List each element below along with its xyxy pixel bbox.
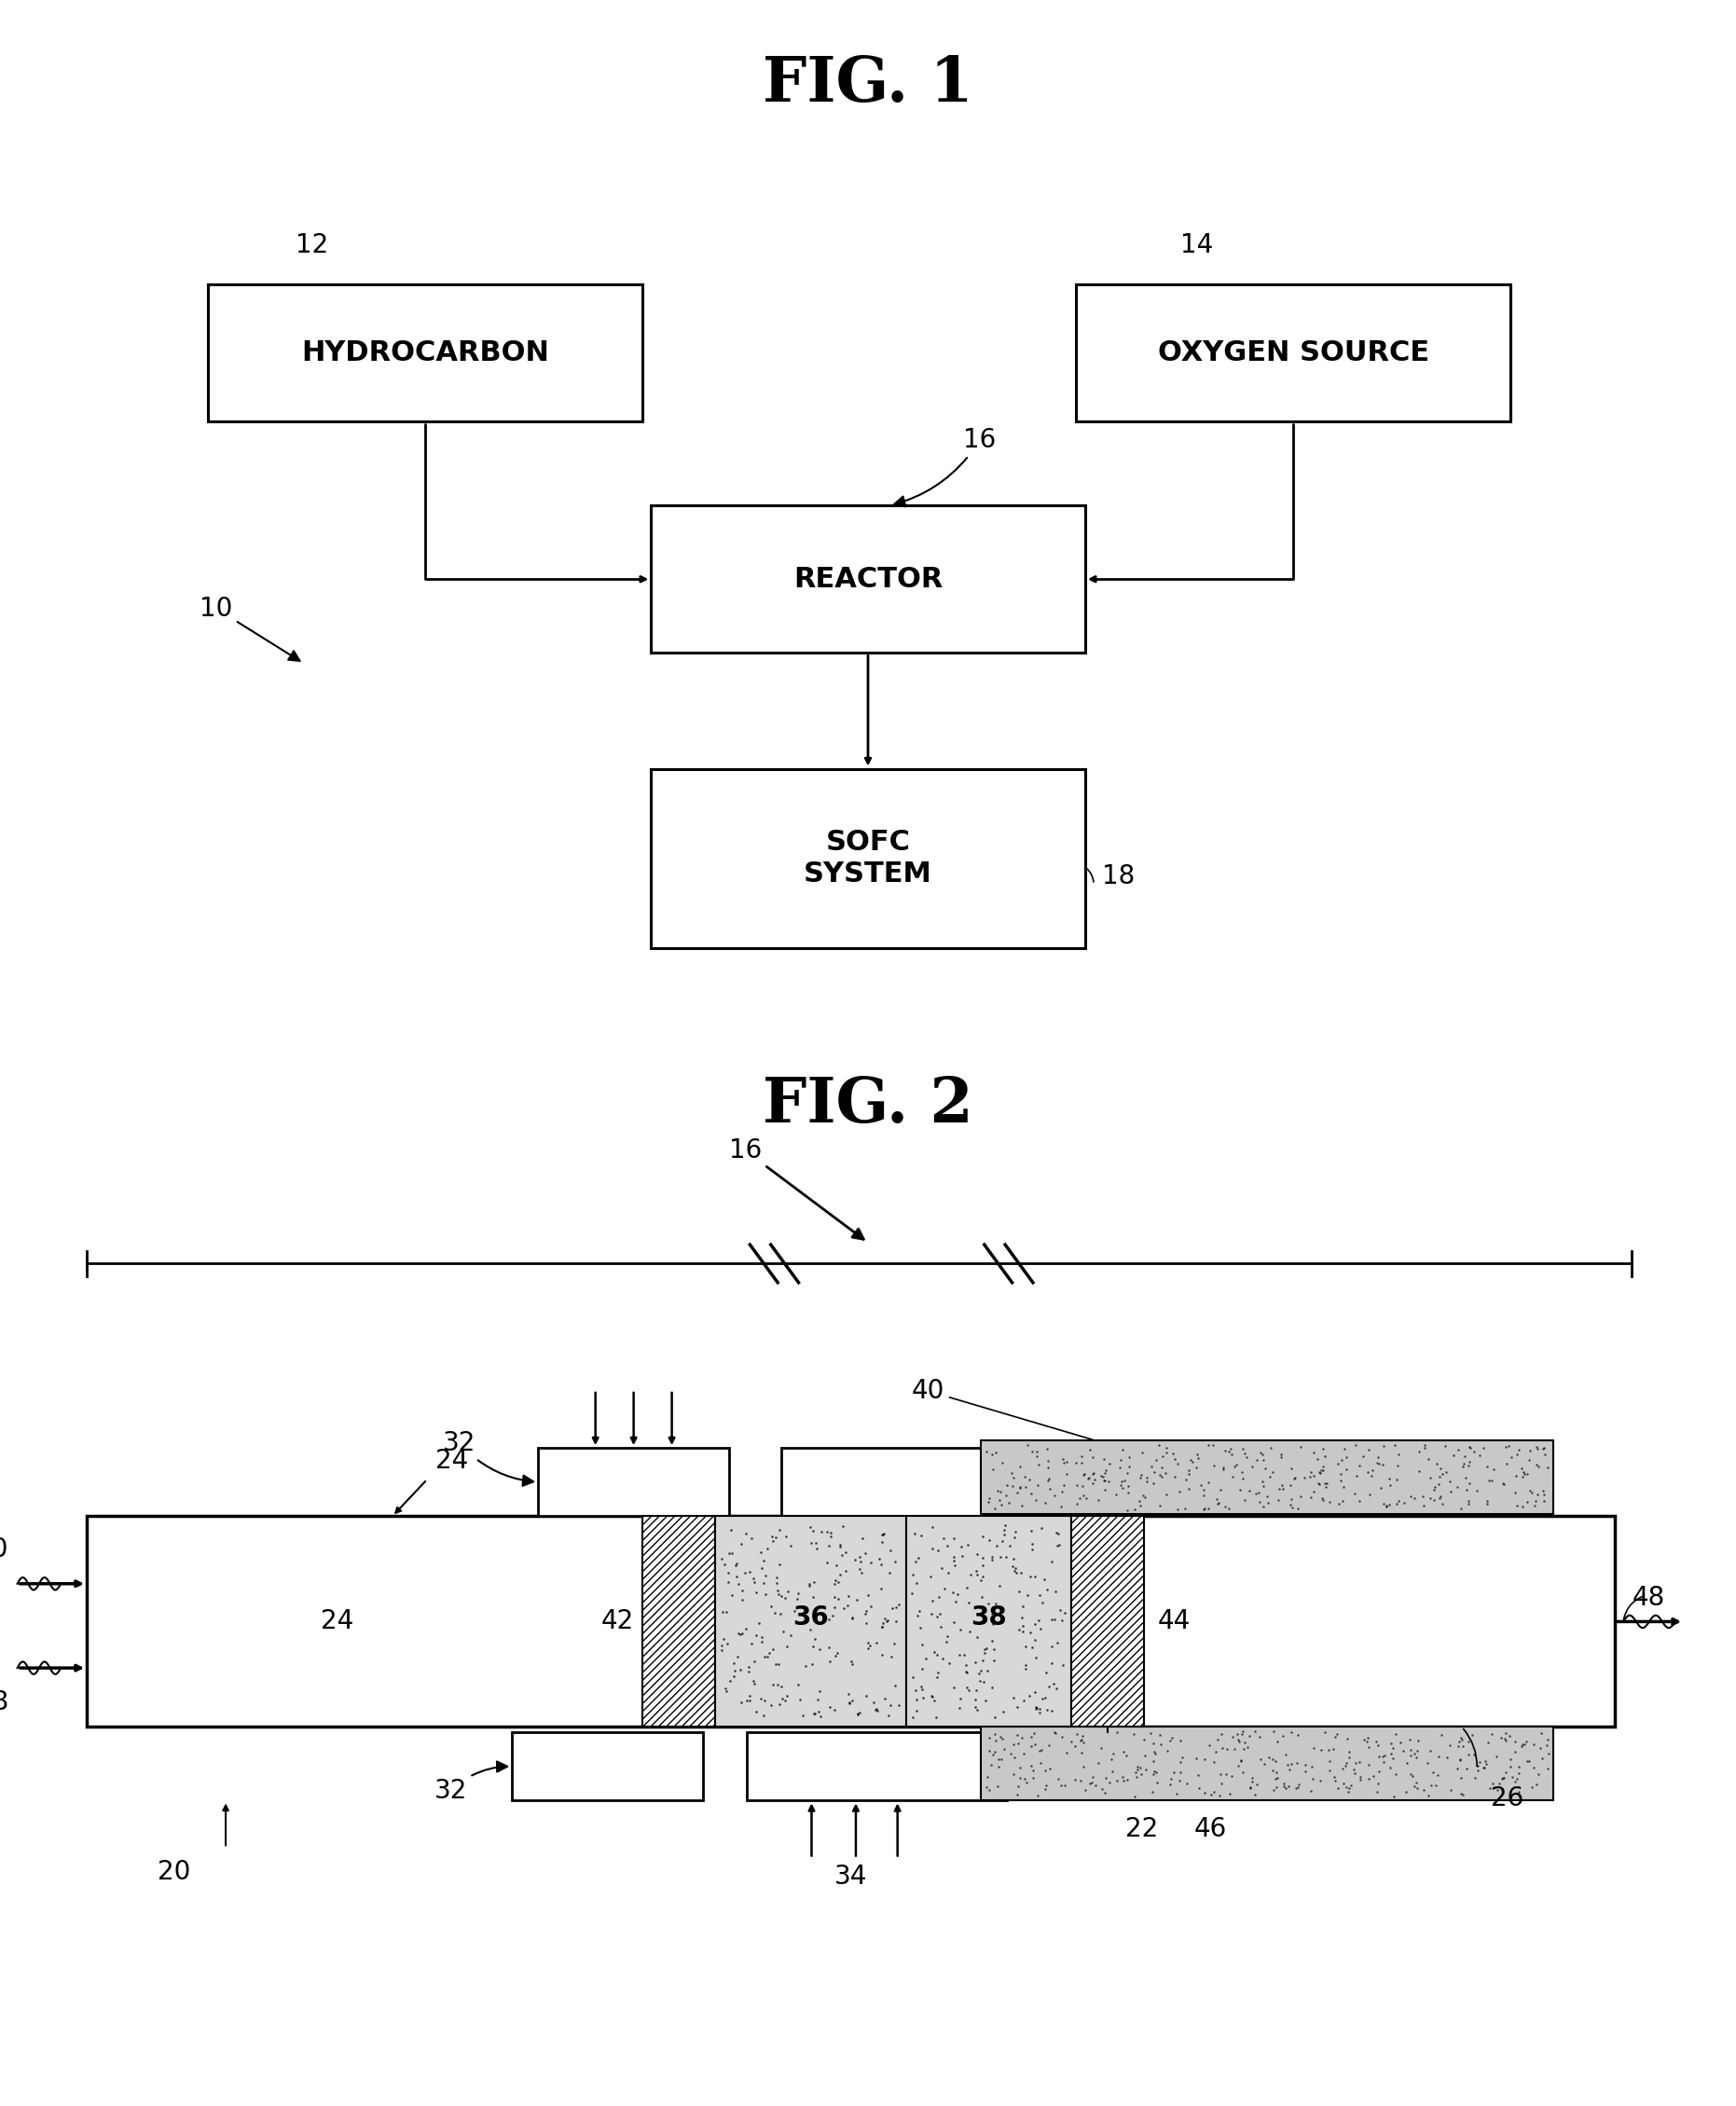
Text: 14: 14 [1180,232,1213,257]
Text: 32: 32 [443,1430,533,1487]
Text: 18: 18 [1102,863,1135,889]
Text: 24: 24 [436,1449,469,1474]
Text: FIG. 1: FIG. 1 [762,55,974,114]
Text: 16: 16 [729,1137,863,1238]
Bar [208,284,642,421]
Text: 42: 42 [601,1609,634,1634]
Bar [1076,284,1510,421]
Text: 34: 34 [835,1864,866,1889]
Text: 46: 46 [1194,1815,1226,1843]
Text: 26: 26 [1491,1786,1524,1811]
Bar [651,505,1085,653]
Bar [1071,1516,1144,1727]
Text: OXYGEN SOURCE: OXYGEN SOURCE [1158,339,1429,366]
Text: SOFC
SYSTEM: SOFC SYSTEM [804,830,932,887]
Text: 22: 22 [1125,1815,1158,1843]
Bar [781,1449,1042,1516]
Text: 24: 24 [321,1609,352,1634]
Bar [906,1516,1071,1727]
Text: REACTOR: REACTOR [793,567,943,592]
Bar [651,769,1085,948]
Bar [715,1516,906,1727]
Text: HYDROCARBON: HYDROCARBON [302,339,549,366]
Text: 12: 12 [295,232,328,257]
Text: 38: 38 [970,1605,1007,1630]
Text: 20: 20 [158,1857,189,1885]
Text: 48: 48 [1632,1586,1665,1611]
Text: FIG. 2: FIG. 2 [762,1076,974,1135]
Text: 30: 30 [0,1537,9,1563]
Bar [512,1731,703,1801]
Text: 10: 10 [200,596,300,661]
Text: 28: 28 [0,1689,9,1714]
Bar [746,1731,1007,1801]
Text: 16: 16 [894,428,996,508]
Bar [981,1727,1554,1801]
Text: 32: 32 [434,1761,507,1803]
Text: 44: 44 [1158,1609,1191,1634]
Bar [642,1516,715,1727]
Bar [538,1449,729,1516]
Bar [981,1441,1554,1514]
Text: 36: 36 [793,1605,828,1630]
Text: 40: 40 [911,1377,1094,1441]
Bar [87,1516,1614,1727]
